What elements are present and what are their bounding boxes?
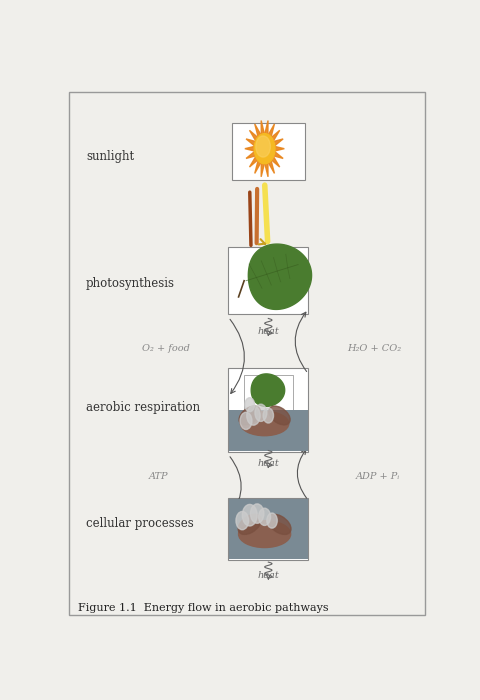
- Polygon shape: [272, 130, 280, 141]
- Circle shape: [256, 136, 270, 157]
- Polygon shape: [255, 124, 261, 137]
- Circle shape: [267, 513, 277, 528]
- Polygon shape: [272, 157, 280, 167]
- Circle shape: [240, 412, 252, 430]
- Ellipse shape: [269, 406, 290, 425]
- Circle shape: [247, 406, 260, 425]
- Polygon shape: [268, 160, 275, 174]
- Polygon shape: [245, 146, 254, 151]
- Ellipse shape: [239, 521, 291, 547]
- Polygon shape: [251, 374, 285, 407]
- Circle shape: [242, 505, 257, 526]
- Circle shape: [251, 504, 264, 524]
- FancyBboxPatch shape: [229, 499, 308, 559]
- Ellipse shape: [239, 406, 260, 425]
- Polygon shape: [246, 152, 255, 158]
- Text: cellular processes: cellular processes: [86, 517, 194, 530]
- FancyBboxPatch shape: [228, 247, 308, 314]
- Text: heat: heat: [257, 571, 279, 580]
- FancyBboxPatch shape: [228, 498, 308, 560]
- Text: aerobic respiration: aerobic respiration: [86, 401, 200, 414]
- Polygon shape: [261, 120, 264, 134]
- FancyBboxPatch shape: [228, 368, 308, 452]
- Polygon shape: [250, 130, 258, 141]
- Circle shape: [236, 512, 249, 530]
- Circle shape: [255, 404, 267, 421]
- Text: ATP: ATP: [149, 472, 168, 481]
- Text: heat: heat: [257, 328, 279, 337]
- Circle shape: [245, 398, 254, 412]
- Polygon shape: [265, 163, 268, 177]
- Text: H₂O + CO₂: H₂O + CO₂: [347, 344, 401, 353]
- Text: heat: heat: [257, 459, 279, 468]
- Ellipse shape: [240, 412, 289, 435]
- Polygon shape: [261, 163, 264, 177]
- Text: ADP + Pᵢ: ADP + Pᵢ: [356, 472, 400, 481]
- Ellipse shape: [268, 514, 291, 534]
- Polygon shape: [250, 157, 258, 167]
- Polygon shape: [248, 244, 312, 309]
- Polygon shape: [265, 120, 268, 134]
- FancyBboxPatch shape: [232, 123, 305, 180]
- Polygon shape: [268, 124, 275, 137]
- Polygon shape: [274, 152, 283, 158]
- Circle shape: [263, 408, 274, 423]
- Polygon shape: [246, 139, 255, 146]
- Circle shape: [254, 134, 275, 164]
- Ellipse shape: [238, 514, 261, 534]
- Text: photosynthesis: photosynthesis: [86, 277, 175, 290]
- Text: Figure 1.1  Energy flow in aerobic pathways: Figure 1.1 Energy flow in aerobic pathwa…: [78, 603, 328, 613]
- Polygon shape: [275, 146, 284, 151]
- FancyBboxPatch shape: [244, 374, 292, 411]
- Text: sunlight: sunlight: [86, 150, 134, 163]
- Circle shape: [259, 508, 271, 526]
- Text: O₂ + food: O₂ + food: [142, 344, 190, 353]
- FancyBboxPatch shape: [229, 410, 308, 451]
- Polygon shape: [255, 160, 261, 174]
- Polygon shape: [274, 139, 283, 146]
